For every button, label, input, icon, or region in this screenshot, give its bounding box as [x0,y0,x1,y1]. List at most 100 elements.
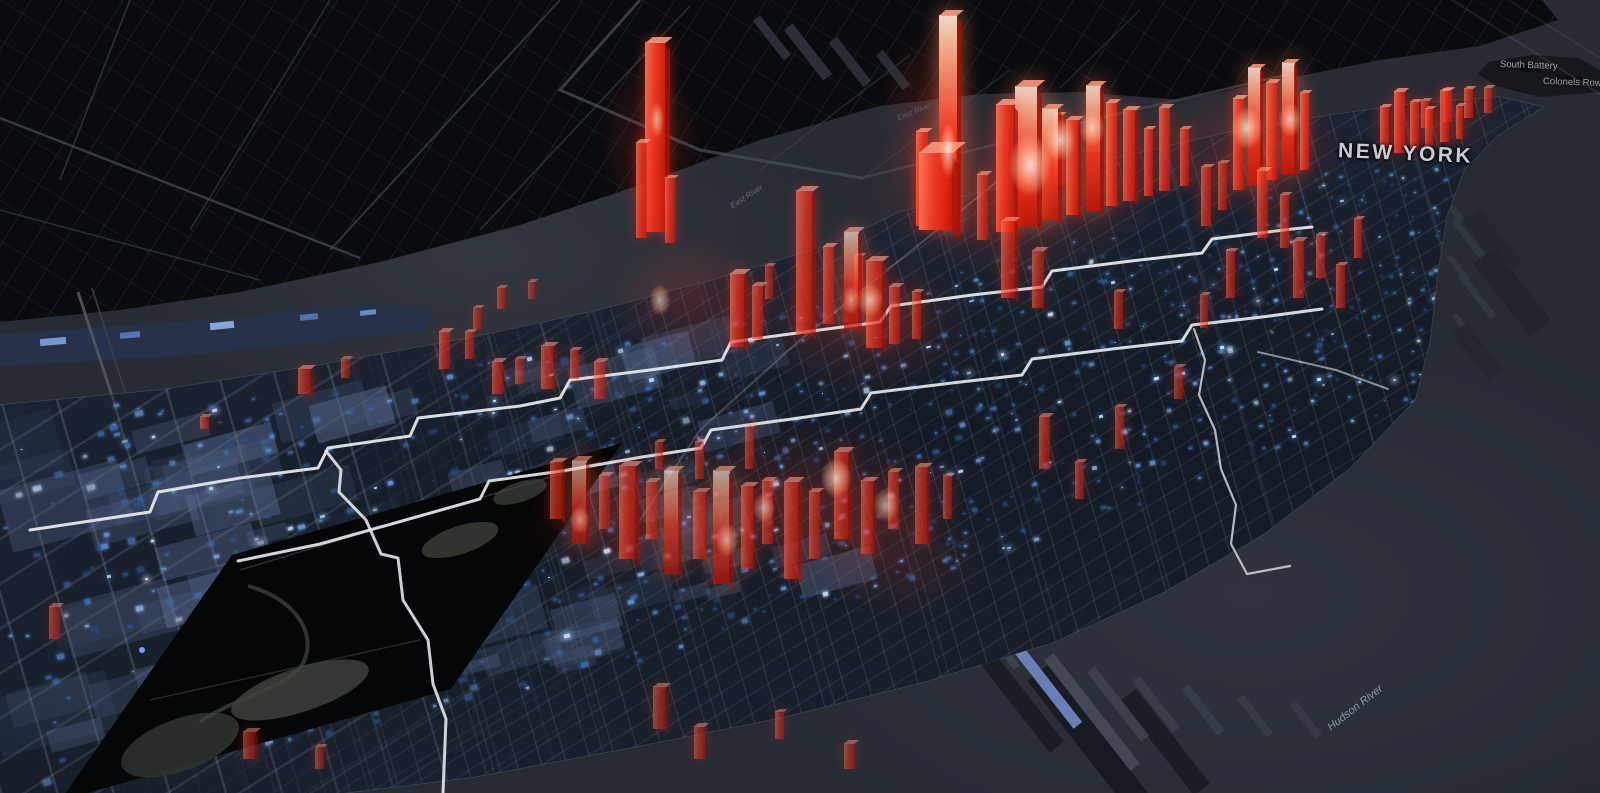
building-dot [815,323,817,326]
building-dot [1379,265,1381,267]
building-dot [1082,328,1086,331]
building-dot [1273,298,1279,303]
building-dot [683,628,687,631]
building-dot [741,493,745,496]
building-dot [1098,414,1104,419]
building-dot [256,539,265,546]
building-dot [779,464,784,468]
building-dot [278,557,281,559]
building-dot [355,685,363,692]
building-dot [876,353,880,357]
building-dot [424,589,428,592]
building-dot [1106,506,1111,510]
building-dot [665,467,673,474]
building-dot [505,376,510,380]
building-dot [267,691,275,698]
building-dot [909,568,912,570]
building-dot [758,391,766,396]
building-dot [1001,546,1006,549]
building-dot [241,498,245,502]
building-dot [765,492,772,498]
building-dot [741,618,748,625]
building-dot [682,417,690,425]
building-dot [1071,494,1074,497]
building-dot [1271,403,1276,408]
building-dot [1435,276,1438,278]
building-dot [995,383,1002,388]
building-dot [626,655,630,659]
building-dot [194,592,202,600]
building-dot [1314,349,1320,354]
building-dot [1404,194,1406,196]
building-dot [1071,412,1076,416]
building-dot [1214,234,1219,237]
building-dot [973,278,979,282]
building-dot [774,528,779,533]
building-dot [464,692,473,701]
building-dot [1106,272,1110,276]
building-dot [1339,175,1344,179]
building-dot [1014,418,1019,422]
building-dot [1011,495,1013,497]
building-dot [177,748,184,753]
building-dot [963,531,967,535]
building-dot [625,545,633,552]
building-dot [134,410,144,418]
building-dot [950,389,953,392]
building-dot [480,592,487,597]
building-dot [1166,408,1172,413]
building-dot [334,551,342,558]
building-dot [1324,329,1327,332]
building-dot [1073,481,1077,485]
building-dot [818,381,824,386]
building-dot [1219,345,1224,349]
building-dot [644,580,648,583]
building-dot [1251,279,1256,283]
building-dot [650,454,655,458]
building-dot [547,577,550,579]
building-dot [1432,207,1436,210]
building-dot [1197,378,1200,381]
building-dot [993,427,1000,432]
building-dot [674,363,678,366]
building-dot [312,417,320,423]
building-dot [818,446,824,451]
building-dot [123,467,128,471]
building-dot [1189,275,1192,278]
building-dot [978,403,983,407]
building-dot [124,443,130,449]
building-dot [447,572,454,577]
building-dot [1306,281,1309,283]
building-dot [822,556,828,562]
building-dot [222,738,231,746]
building-dot [140,726,143,729]
building-dot [154,719,163,727]
hudson-pier [1289,700,1323,740]
building-dot [1357,204,1362,208]
building-dot [430,532,438,538]
building-dot [794,581,798,583]
building-dot [1212,237,1216,241]
building-dot [980,547,982,549]
building-dot [742,322,746,326]
hudson-pier [1005,635,1083,729]
building-dot [763,451,766,454]
building-dot [523,515,526,518]
building-dot [963,544,967,547]
building-dot [951,375,953,378]
building-dot [1403,397,1408,402]
building-dot [820,312,827,318]
building-dot [796,383,801,387]
building-dot [686,515,692,519]
building-dot [940,500,945,504]
building-dot [455,629,462,634]
building-dot [613,391,619,397]
building-dot [1414,192,1417,194]
building-dot [1204,442,1209,446]
building-dot [1197,418,1202,421]
building-dot [765,532,773,539]
building-dot [287,526,294,531]
building-dot [843,354,849,358]
building-dot [1143,326,1145,328]
